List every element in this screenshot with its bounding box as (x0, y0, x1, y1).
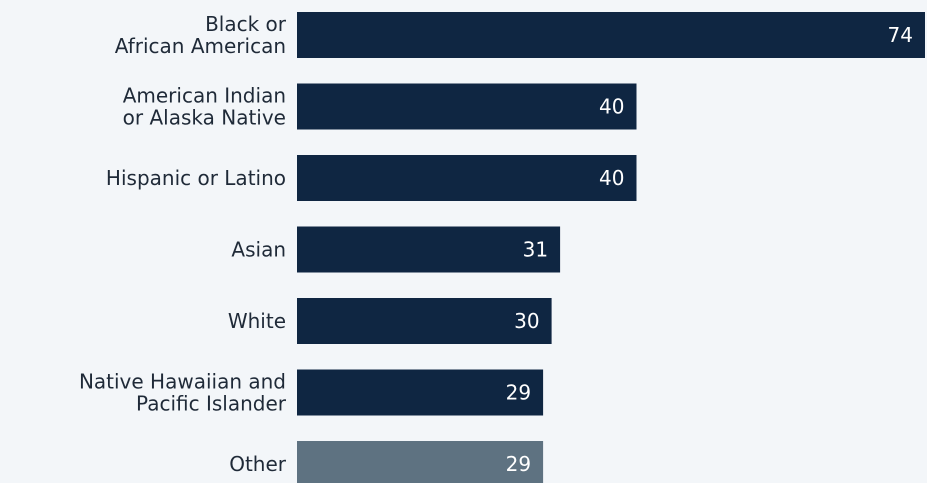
category-label: Other (229, 452, 287, 476)
bar (297, 226, 561, 273)
value-label: 30 (514, 309, 539, 333)
category-label-line: Native Hawaiian and (79, 370, 286, 394)
bar (297, 298, 552, 344)
category-label: Asian (231, 238, 286, 262)
category-label-line: Asian (231, 238, 286, 262)
labels-group: 74 Black or African American 40 American Ind… (79, 12, 913, 476)
value-label: 74 (888, 23, 913, 47)
bar (297, 12, 925, 58)
category-label-line: Hispanic or Latino (106, 166, 286, 190)
category-label-line: Other (229, 452, 287, 476)
category-label-line: African American (115, 34, 286, 58)
bar (297, 369, 544, 416)
category-label-line: American Indian (123, 84, 286, 108)
category-label-line: Black or (205, 12, 287, 36)
value-label: 40 (599, 166, 624, 190)
value-label: 29 (506, 452, 531, 476)
category-label: Black or African American (115, 12, 287, 58)
value-label: 31 (523, 238, 548, 262)
bar (297, 441, 544, 483)
category-label-line: Pacific Islander (136, 392, 287, 416)
bar (297, 83, 637, 130)
category-label: American Indian or Alaska Native (123, 84, 286, 130)
category-label-line: White (228, 309, 286, 333)
value-label: 40 (599, 95, 624, 119)
category-label: Hispanic or Latino (106, 166, 286, 190)
value-label: 29 (506, 381, 531, 405)
category-label-line: or Alaska Native (123, 106, 286, 130)
bar (297, 155, 637, 201)
bars-group (297, 12, 925, 483)
category-label: Native Hawaiian and Pacific Islander (79, 370, 287, 416)
category-label: White (228, 309, 286, 333)
